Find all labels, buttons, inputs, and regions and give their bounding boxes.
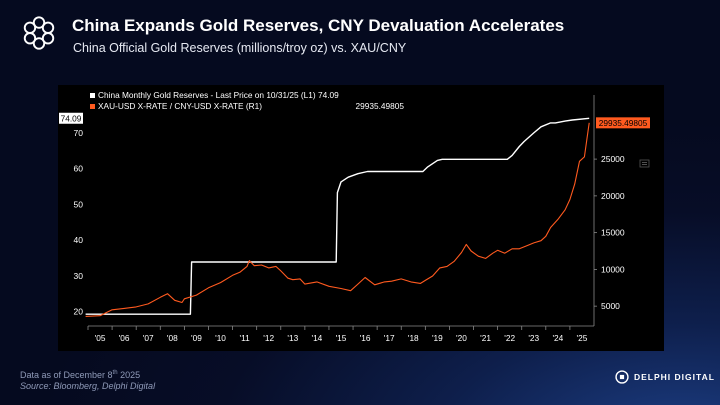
- legend-swatch-reserves: [90, 93, 95, 98]
- x-tick-label: '18: [408, 333, 419, 343]
- x-tick-label: '14: [311, 333, 322, 343]
- chart-background: [58, 85, 664, 351]
- x-tick-label: '13: [287, 333, 298, 343]
- last-value-right-box: [596, 117, 650, 129]
- y-right-tick-label: 20000: [601, 191, 625, 201]
- y-right-tick-label: 10000: [601, 264, 625, 274]
- delphi-logo-icon: [23, 16, 55, 50]
- y-left-tick-label: 50: [74, 199, 84, 209]
- delphi-brand-icon: [615, 370, 629, 384]
- series-line-xau-cny: [85, 122, 590, 317]
- x-tick-label: '24: [552, 333, 563, 343]
- x-tick-label: '12: [263, 333, 274, 343]
- x-tick-label: '05: [95, 333, 106, 343]
- y-left-tick-label: 40: [74, 235, 84, 245]
- legend-label-xau: XAU-USD X-RATE / CNY-USD X-RATE (R1): [98, 101, 262, 111]
- page-subtitle: China Official Gold Reserves (millions/t…: [73, 41, 407, 55]
- x-tick-label: '22: [504, 333, 515, 343]
- x-tick-label: '08: [167, 333, 178, 343]
- x-tick-label: '21: [480, 333, 491, 343]
- x-tick-label: '16: [360, 333, 371, 343]
- x-tick-label: '10: [215, 333, 226, 343]
- y-left-tick-label: 30: [74, 271, 84, 281]
- x-tick-label: '25: [577, 333, 588, 343]
- last-value-right-text: 29935.49805: [599, 118, 648, 128]
- chart-scroll-icon[interactable]: [639, 159, 650, 168]
- chart-legend: China Monthly Gold Reserves - Last Price…: [90, 90, 404, 111]
- data-source: Source: Bloomberg, Delphi Digital: [20, 381, 156, 391]
- series-line-gold-reserves: [85, 117, 590, 315]
- x-tick-label: '06: [119, 333, 130, 343]
- footer-notes: Data as of December 8th 2025 Source: Blo…: [20, 368, 155, 392]
- last-value-tag-left: 74.09: [59, 112, 83, 124]
- x-tick-label: '09: [191, 333, 202, 343]
- legend-swatch-xau: [90, 104, 95, 109]
- last-value-left-box: [59, 112, 83, 124]
- y-right-tick-label: 5000: [601, 301, 620, 311]
- last-value-tag-right: 29935.49805: [596, 117, 650, 129]
- x-tick-label: '17: [384, 333, 395, 343]
- x-tick-label: '11: [240, 333, 251, 343]
- x-tick-label: '20: [456, 333, 467, 343]
- y-left-tick-label: 20: [74, 307, 84, 317]
- data-date: Data as of December 8th 2025: [20, 370, 141, 380]
- brand-logo: DELPHI DIGITAL: [615, 370, 715, 384]
- x-tick-label: '07: [143, 333, 154, 343]
- brand-name: DELPHI DIGITAL: [634, 372, 715, 382]
- y-right-tick-label: 25000: [601, 154, 625, 164]
- last-value-left-text: 74.09: [61, 113, 82, 123]
- x-tick-label: '15: [336, 333, 347, 343]
- y-right-tick-label: 15000: [601, 228, 625, 238]
- page-title: China Expands Gold Reserves, CNY Devalua…: [72, 16, 565, 35]
- x-tick-label: '19: [432, 333, 443, 343]
- y-left-tick-label: 70: [74, 128, 84, 138]
- gold-reserves-chart: China Monthly Gold Reserves - Last Price…: [58, 85, 664, 351]
- legend-value-xau: 29935.49805: [356, 101, 405, 111]
- y-left-tick-label: 60: [74, 164, 84, 174]
- legend-label-reserves: China Monthly Gold Reserves - Last Price…: [98, 90, 339, 100]
- x-tick-label: '23: [528, 333, 539, 343]
